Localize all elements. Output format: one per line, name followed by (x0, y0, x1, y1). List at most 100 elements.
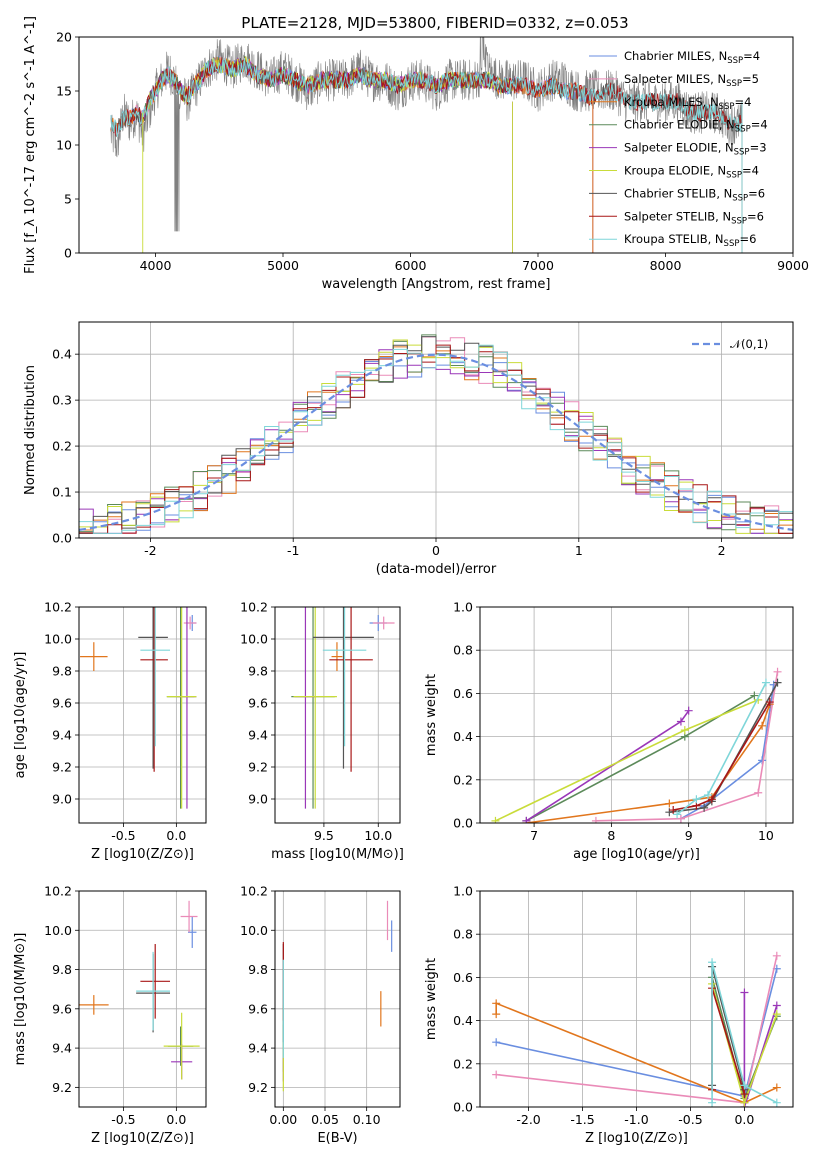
series-marker (750, 691, 759, 700)
y-tick-label: 0.0 (453, 1100, 473, 1115)
x-axis-label: E(B-V) (317, 1131, 357, 1146)
histogram-chabrier-elodie (79, 334, 793, 534)
y-tick-label: 9.4 (248, 1041, 268, 1056)
axes-frame (479, 606, 794, 824)
legend-label: 𝒩(0,1) (730, 337, 768, 351)
legend-label: Chabrier ELODIE, NSSP=4 (624, 118, 768, 135)
series-line-kroupa-stelib (676, 682, 767, 816)
series-marker (591, 816, 600, 823)
normal-curve (79, 353, 793, 531)
y-axis-label: mass weight (424, 674, 439, 756)
y-tick-label: 9.8 (248, 664, 268, 679)
series-marker (669, 806, 678, 815)
series-marker (772, 1098, 781, 1107)
y-tick-label: 10.0 (240, 632, 268, 647)
legend-label: Salpeter ELODIE, NSSP=3 (624, 141, 767, 158)
y-tick-label: 0.2 (453, 772, 473, 787)
y-tick-label: 9.2 (52, 760, 72, 775)
series-line-chabrier-elodie (526, 694, 755, 822)
y-tick-label: 5 (64, 192, 72, 207)
x-tick-label: -2.0 (516, 1112, 540, 1127)
x-tick-label: 5000 (267, 258, 299, 273)
series-marker (772, 1001, 781, 1010)
axes-frame (479, 890, 794, 1108)
y-tick-label: 9.0 (248, 792, 268, 807)
x-axis-label: mass [log10(M/M⊙)] (271, 847, 404, 862)
x-tick-label: 0.05 (311, 1112, 339, 1127)
series-marker (665, 808, 674, 817)
series-marker (758, 721, 767, 730)
y-tick-label: 9.2 (52, 1080, 72, 1095)
y-tick-label: 9.8 (248, 962, 268, 977)
x-tick-label: -0.5 (111, 1112, 135, 1127)
series-marker (708, 958, 717, 967)
y-tick-label: 0.6 (453, 970, 473, 985)
y-tick-label: 9.4 (52, 1041, 72, 1056)
x-tick-label: 8000 (650, 258, 682, 273)
panel-weight-vs-Z: -2.0 -1.5 -1.0 -0.5 0.0 0.0 0.2 0.4 0.6 0.8 1.0 Z [… (424, 884, 794, 1146)
series-marker (707, 795, 716, 804)
x-tick-label: 0.10 (353, 1112, 381, 1127)
errorbars (80, 607, 197, 809)
series-marker (708, 1098, 717, 1107)
x-tick-label: 0.0 (166, 828, 186, 843)
y-tick-label: 10.2 (44, 600, 72, 615)
axes-frame (78, 890, 207, 1108)
series-line-salpeter-miles (595, 671, 779, 822)
y-tick-label: 9.6 (52, 696, 72, 711)
series-marker (680, 726, 689, 735)
x-tick-label: 9000 (777, 258, 809, 273)
series-marker (765, 698, 774, 707)
x-tick-label: 10.0 (364, 828, 392, 843)
series-marker (772, 1010, 781, 1019)
series-marker (700, 803, 709, 812)
axes-frame (78, 606, 207, 824)
y-tick-label: 0 (64, 246, 72, 261)
legend-label: Chabrier STELIB, NSSP=6 (624, 186, 765, 203)
series-marker (772, 951, 781, 960)
x-tick-label: 7 (530, 828, 538, 843)
series-marker (703, 790, 712, 799)
x-tick-label: 9 (685, 828, 693, 843)
spectrum-lines (110, 37, 743, 253)
series-marker (492, 1070, 501, 1079)
series-marker (676, 814, 685, 823)
y-tick-label: 1.0 (453, 884, 473, 899)
y-tick-label: 0.0 (52, 531, 72, 546)
histogram-kroupa-stelib (79, 344, 793, 534)
x-axis-label: Z [log10(Z/Z⊙)] (585, 1131, 688, 1146)
x-tick-label: 6000 (395, 258, 427, 273)
histogram-chabrier-stelib (79, 336, 793, 534)
x-tick-label: 2 (718, 543, 726, 558)
series-line-salpeter-stelib (711, 987, 746, 1095)
series-marker (740, 1090, 749, 1099)
series-line-chabrier-stelib (711, 966, 746, 1090)
series-line-kroupa-elodie (495, 699, 759, 822)
y-tick-label: 9.2 (248, 760, 268, 775)
series-marker (492, 1010, 501, 1019)
axes-frame (274, 606, 401, 824)
panel-residuals: -2 -1 0 1 2 0.0 0.1 0.2 0.3 0.4 (data-model)/error… (23, 321, 794, 577)
histograms (79, 334, 793, 534)
series-marker (740, 1098, 749, 1107)
legend-label: Kroupa ELODIE, NSSP=4 (624, 164, 759, 181)
y-tick-label: 0.0 (453, 816, 473, 831)
y-tick-label: 0.4 (453, 729, 473, 744)
series-marker (740, 988, 749, 997)
y-tick-label: 9.6 (248, 696, 268, 711)
y-tick-label: 10.0 (44, 923, 72, 938)
x-tick-label: -0.5 (678, 1112, 702, 1127)
legend-label: Chabrier MILES, NSSP=4 (624, 49, 760, 66)
panel-mass-vs-Z: -0.5 0.0 9.2 9.4 9.6 9.8 10.0 10.2 Z [log10(Z/Z⊙… (13, 884, 207, 1146)
weight-lines (491, 667, 782, 823)
x-axis-label: Z [log10(Z/Z⊙)] (91, 1131, 194, 1146)
legend-label: Salpeter MILES, NSSP=5 (624, 72, 759, 89)
y-tick-label: 0.6 (453, 686, 473, 701)
panel-spectrum: 4000 5000 6000 7000 8000 9000 0 5 10 15 20 waveleng… (23, 16, 809, 292)
y-tick-label: 0.4 (453, 1013, 473, 1028)
errorbars (291, 607, 395, 809)
series-line-chabrier-miles (680, 684, 775, 820)
y-tick-label: 9.0 (52, 792, 72, 807)
y-tick-label: 0.3 (52, 393, 72, 408)
legend-label: Salpeter STELIB, NSSP=6 (624, 209, 764, 226)
